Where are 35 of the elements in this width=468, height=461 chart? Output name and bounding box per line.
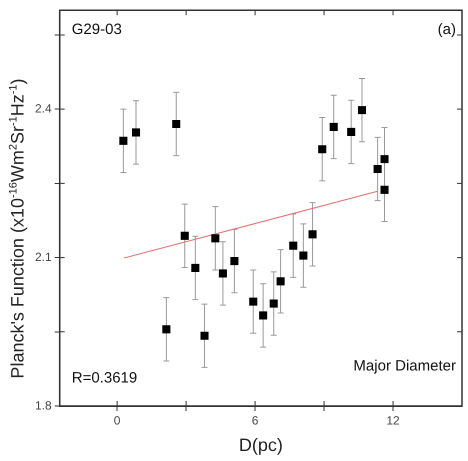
x-axis-title: D(pc) [238,435,283,456]
point [270,300,278,308]
point [119,136,128,145]
point [347,128,356,136]
annotation: G29-03 [72,21,122,38]
point [191,264,200,272]
point [299,252,308,260]
y-tick-label: 2.1 [34,250,52,264]
point [308,230,317,238]
annotation: R=0.3619 [72,369,138,386]
point [200,332,209,340]
annotation: Major Diameter [353,358,456,375]
point [218,269,227,278]
point [318,145,326,154]
point [289,242,298,250]
point [374,164,382,174]
point [276,277,285,286]
x-tick-label: 6 [252,414,259,428]
point [132,128,140,136]
point [330,122,338,131]
point [380,186,389,194]
y-tick-label: 2.4 [34,101,52,116]
point [162,325,170,334]
point [358,106,366,114]
point [259,311,268,320]
point [230,257,238,266]
y-tick-label: 1.8 [34,398,52,412]
x-tick-label: 0 [114,414,121,428]
point [180,232,189,240]
point [172,120,180,128]
x-tick-label: 12 [386,414,400,428]
point [249,298,258,306]
annotation: (a) [438,21,456,38]
point [380,155,389,164]
point [211,234,220,242]
